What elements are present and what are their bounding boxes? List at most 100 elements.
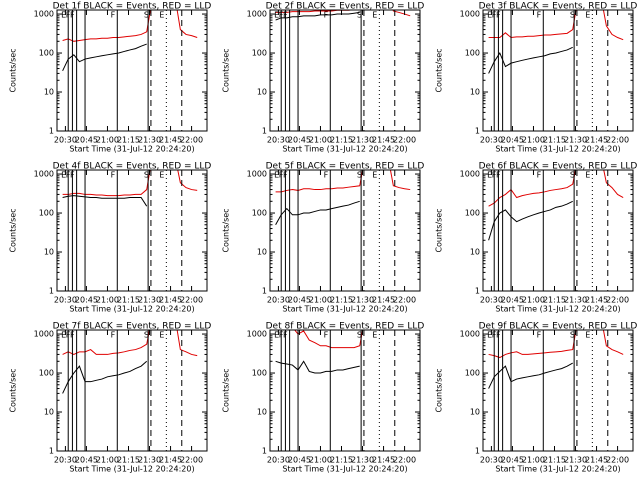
marker-label: S — [144, 331, 149, 340]
chart-title: Det 5f BLACK = Events, RED = LLD — [266, 162, 425, 172]
y-tick-label: 100 — [465, 369, 480, 378]
plot-frame — [269, 329, 421, 452]
x-tick-label: 21:30 — [351, 296, 374, 305]
x-tick-label: 22:00 — [393, 136, 416, 145]
marker-label: F — [492, 171, 497, 180]
marker-label: F — [70, 171, 75, 180]
x-tick-label: 20:45 — [501, 296, 524, 305]
y-tick-label: 100 — [252, 369, 267, 378]
y-tick-label: 1000 — [34, 330, 54, 339]
plot-frame — [482, 169, 634, 292]
marker-label: E — [585, 171, 590, 180]
y-tick-label: 1 — [49, 127, 54, 136]
plot-area — [488, 10, 624, 131]
marker-label: E — [159, 171, 164, 180]
chart-title: Det 9f BLACK = Events, RED = LLD — [479, 322, 638, 332]
y-tick-label: 100 — [39, 49, 54, 58]
x-axis-label: Start Time (31-Jul-12 20:24:20) — [69, 465, 194, 474]
y-tick-label: 1000 — [34, 10, 54, 19]
chart-title: Det 3f BLACK = Events, RED = LLD — [479, 2, 638, 12]
x-tick-label: 21:45 — [159, 456, 182, 465]
marker-label: F — [537, 171, 542, 180]
x-tick-label: 20:30 — [267, 456, 290, 465]
marker-label: E — [372, 171, 377, 180]
x-axis-label: Start Time (31-Jul-12 20:24:20) — [282, 145, 407, 154]
y-tick-label: 10 — [257, 248, 267, 257]
chart-title: Det 8f BLACK = Events, RED = LLD — [266, 322, 425, 332]
y-tick-label: 1 — [49, 287, 54, 296]
marker-label: F — [324, 171, 329, 180]
marker-label: E — [585, 331, 590, 340]
marker-label: E — [487, 331, 492, 340]
y-tick-label: 1000 — [460, 10, 480, 19]
y-tick-label: 100 — [252, 209, 267, 218]
x-tick-label: 20:30 — [54, 296, 77, 305]
x-tick-label: 22:00 — [180, 456, 203, 465]
x-axis-label: Start Time (31-Jul-12 20:24:20) — [495, 465, 620, 474]
y-tick-label: 10 — [44, 408, 54, 417]
marker-label: S — [570, 11, 575, 20]
y-tick-label: 10 — [470, 88, 480, 97]
x-tick-label: 20:30 — [480, 136, 503, 145]
x-tick-label: 21:15 — [330, 136, 353, 145]
x-tick-label: 22:00 — [393, 456, 416, 465]
x-tick-label: 21:15 — [543, 296, 566, 305]
x-tick-label: 20:45 — [288, 296, 311, 305]
marker-label: E — [274, 171, 279, 180]
marker-label: E — [274, 331, 279, 340]
marker-label: F — [111, 11, 116, 20]
x-tick-label: 21:00 — [309, 136, 332, 145]
plot-frame — [56, 329, 208, 452]
x-tick-label: 20:45 — [75, 136, 98, 145]
x-tick-label: 21:00 — [522, 296, 545, 305]
y-tick-label: 1 — [475, 287, 480, 296]
x-tick-label: 21:15 — [117, 456, 140, 465]
y-axis-label: Counts/sec — [435, 48, 444, 92]
plot-area — [488, 170, 624, 291]
chart-title: Det 7f BLACK = Events, RED = LLD — [53, 322, 212, 332]
marker-label: F — [496, 11, 501, 20]
x-tick-label: 21:00 — [522, 136, 545, 145]
marker-label: E — [61, 11, 66, 20]
plot-area — [275, 330, 396, 451]
marker-label: E — [159, 11, 164, 20]
x-tick-label: 21:30 — [138, 136, 161, 145]
x-tick-label: 21:30 — [564, 456, 587, 465]
marker-label: S — [144, 11, 149, 20]
x-tick-label: 21:45 — [585, 136, 608, 145]
marker-label: F — [283, 331, 288, 340]
x-tick-label: 21:00 — [96, 136, 119, 145]
y-tick-label: 100 — [39, 209, 54, 218]
x-tick-label: 20:45 — [288, 456, 311, 465]
marker-label: F — [111, 331, 116, 340]
marker-label: E — [274, 11, 279, 20]
plot-frame — [269, 169, 421, 292]
y-axis-label: Counts/sec — [9, 208, 18, 252]
x-tick-label: 21:45 — [159, 136, 182, 145]
y-tick-label: 10 — [257, 408, 267, 417]
x-tick-label: 20:30 — [480, 296, 503, 305]
plot-area — [62, 170, 198, 291]
y-tick-label: 1000 — [247, 330, 267, 339]
x-tick-label: 20:45 — [288, 136, 311, 145]
marker-label: E — [487, 11, 492, 20]
marker-label: F — [70, 331, 75, 340]
y-tick-label: 100 — [39, 369, 54, 378]
y-axis-label: Counts/sec — [9, 48, 18, 92]
marker-label: F — [324, 331, 329, 340]
y-axis-label: Counts/sec — [222, 48, 231, 92]
y-tick-label: 1000 — [247, 10, 267, 19]
x-tick-label: 21:15 — [117, 296, 140, 305]
marker-label: F — [279, 331, 284, 340]
chart-title: Det 1f BLACK = Events, RED = LLD — [53, 2, 212, 12]
x-axis-label: Start Time (31-Jul-12 20:24:20) — [495, 305, 620, 314]
y-tick-label: 1 — [262, 127, 267, 136]
y-tick-label: 1000 — [247, 170, 267, 179]
y-axis-label: Counts/sec — [222, 208, 231, 252]
x-tick-label: 22:00 — [180, 136, 203, 145]
